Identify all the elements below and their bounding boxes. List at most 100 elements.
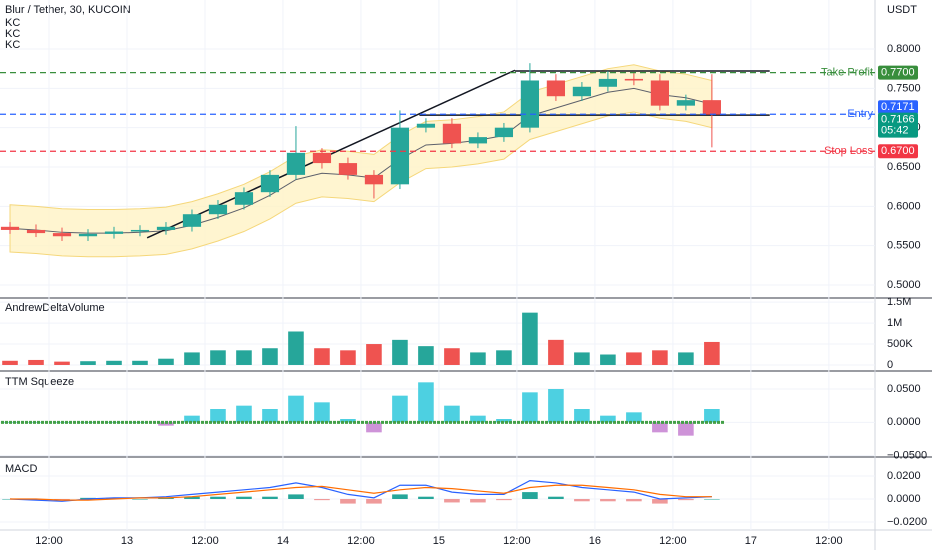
x-tick-label: 12:00	[659, 535, 687, 547]
candle-body	[260, 174, 280, 193]
squeeze-bar	[210, 409, 226, 423]
candle-body	[182, 214, 202, 227]
candle-body	[156, 226, 176, 230]
volume-bar	[704, 341, 720, 365]
y-tick-label: 0.7500	[887, 82, 921, 94]
macd-hist	[652, 498, 668, 504]
macd-hist	[626, 498, 642, 502]
macd-hist	[184, 496, 200, 499]
squeeze-bar	[262, 409, 278, 423]
macd-hist	[418, 496, 434, 499]
x-tick-label: 12:00	[191, 535, 219, 547]
squeeze-bar	[548, 389, 564, 423]
pane-title: TTM Squeeze	[5, 376, 74, 388]
squeeze-bar	[574, 409, 590, 423]
squeeze-bar	[340, 419, 356, 423]
squeeze-bar	[600, 415, 616, 423]
macd-hist	[288, 494, 304, 499]
price-tag-label: 0.7171	[881, 101, 915, 113]
candle-body	[234, 192, 254, 205]
volume-bar	[106, 360, 122, 365]
volume-bar	[288, 331, 304, 365]
y-tick-label: 0	[887, 359, 893, 371]
volume-bar	[496, 350, 512, 365]
x-tick-label: 15	[433, 535, 445, 547]
currency-label: USDT	[887, 4, 917, 16]
volume-bar	[28, 359, 44, 365]
pane-title: AndrewDeltaVolume	[5, 302, 105, 314]
x-tick-label: 14	[277, 535, 289, 547]
squeeze-bar	[288, 395, 304, 423]
candle-body	[702, 100, 721, 115]
x-tick-label: 12:00	[503, 535, 531, 547]
price-tag-label: 0.6700	[881, 145, 915, 157]
macd-hist	[314, 498, 330, 501]
volume-bar	[470, 352, 486, 365]
volume-bar	[522, 312, 538, 365]
indicator-label[interactable]: KC	[5, 28, 20, 40]
y-tick-label: 0.8000	[887, 43, 921, 55]
y-tick-label: 0.0500	[887, 383, 921, 395]
volume-bar	[366, 344, 382, 365]
indicator-label[interactable]: KC	[5, 39, 20, 51]
volume-bar	[184, 352, 200, 365]
volume-bar	[210, 350, 226, 365]
volume-bar	[132, 360, 148, 365]
y-tick-label: 1.5M	[887, 296, 911, 308]
y-tick-label: −0.0200	[887, 516, 927, 528]
squeeze-bar	[678, 422, 694, 436]
y-tick-label: 500K	[887, 338, 913, 350]
indicator-label[interactable]: KC	[5, 17, 20, 29]
x-tick-label: 12:00	[815, 535, 843, 547]
signal-line	[10, 484, 712, 501]
macd-hist	[444, 498, 460, 503]
keltner-mid	[9, 87, 712, 234]
last-price-tag	[878, 112, 918, 138]
price-tag-label: 0.7700	[881, 67, 915, 79]
macd-hist	[340, 498, 356, 504]
volume-bar	[548, 339, 564, 365]
volume-bar	[626, 352, 642, 365]
price-tag	[878, 100, 918, 115]
last-price-label: 0.7166	[881, 114, 915, 126]
squeeze-bar	[704, 409, 720, 423]
y-tick-label: 0.0000	[887, 416, 921, 428]
macd-hist	[392, 494, 408, 499]
volume-bar	[444, 348, 460, 365]
volume-bar	[392, 339, 408, 365]
squeeze-bar	[314, 402, 330, 423]
candle-body	[416, 123, 436, 128]
price-tag	[878, 144, 918, 159]
squeeze-bar	[652, 422, 668, 433]
candle-body	[0, 226, 20, 230]
macd-hist	[132, 498, 148, 500]
candle-body	[676, 100, 695, 106]
macd-hist	[522, 492, 538, 499]
candle-body	[650, 80, 669, 106]
squeeze-bar	[470, 415, 486, 423]
candle-body	[130, 229, 150, 232]
countdown-label: 05:42	[881, 125, 909, 137]
candle-body	[390, 127, 410, 185]
y-tick-label: 0.0000	[887, 493, 921, 505]
candle-body	[104, 231, 124, 234]
macd-hist	[210, 496, 226, 499]
x-tick-label: 12:00	[347, 535, 375, 547]
squeeze-bar	[366, 422, 382, 433]
candle-body	[520, 80, 540, 128]
candle-body	[312, 152, 332, 164]
volume-bar	[652, 350, 668, 365]
level-name: Stop Loss	[824, 145, 873, 157]
macd-hist	[548, 496, 564, 499]
candle-body	[52, 233, 72, 237]
x-tick-label: 17	[745, 535, 757, 547]
symbol-title: Blur / Tether, 30, KUCOIN	[5, 4, 131, 16]
candle-body	[624, 78, 643, 81]
price-tag	[878, 65, 918, 80]
candle-body	[364, 174, 384, 185]
macd-hist	[600, 498, 616, 502]
squeeze-bar	[184, 415, 200, 423]
level-name: Entry	[847, 108, 873, 120]
